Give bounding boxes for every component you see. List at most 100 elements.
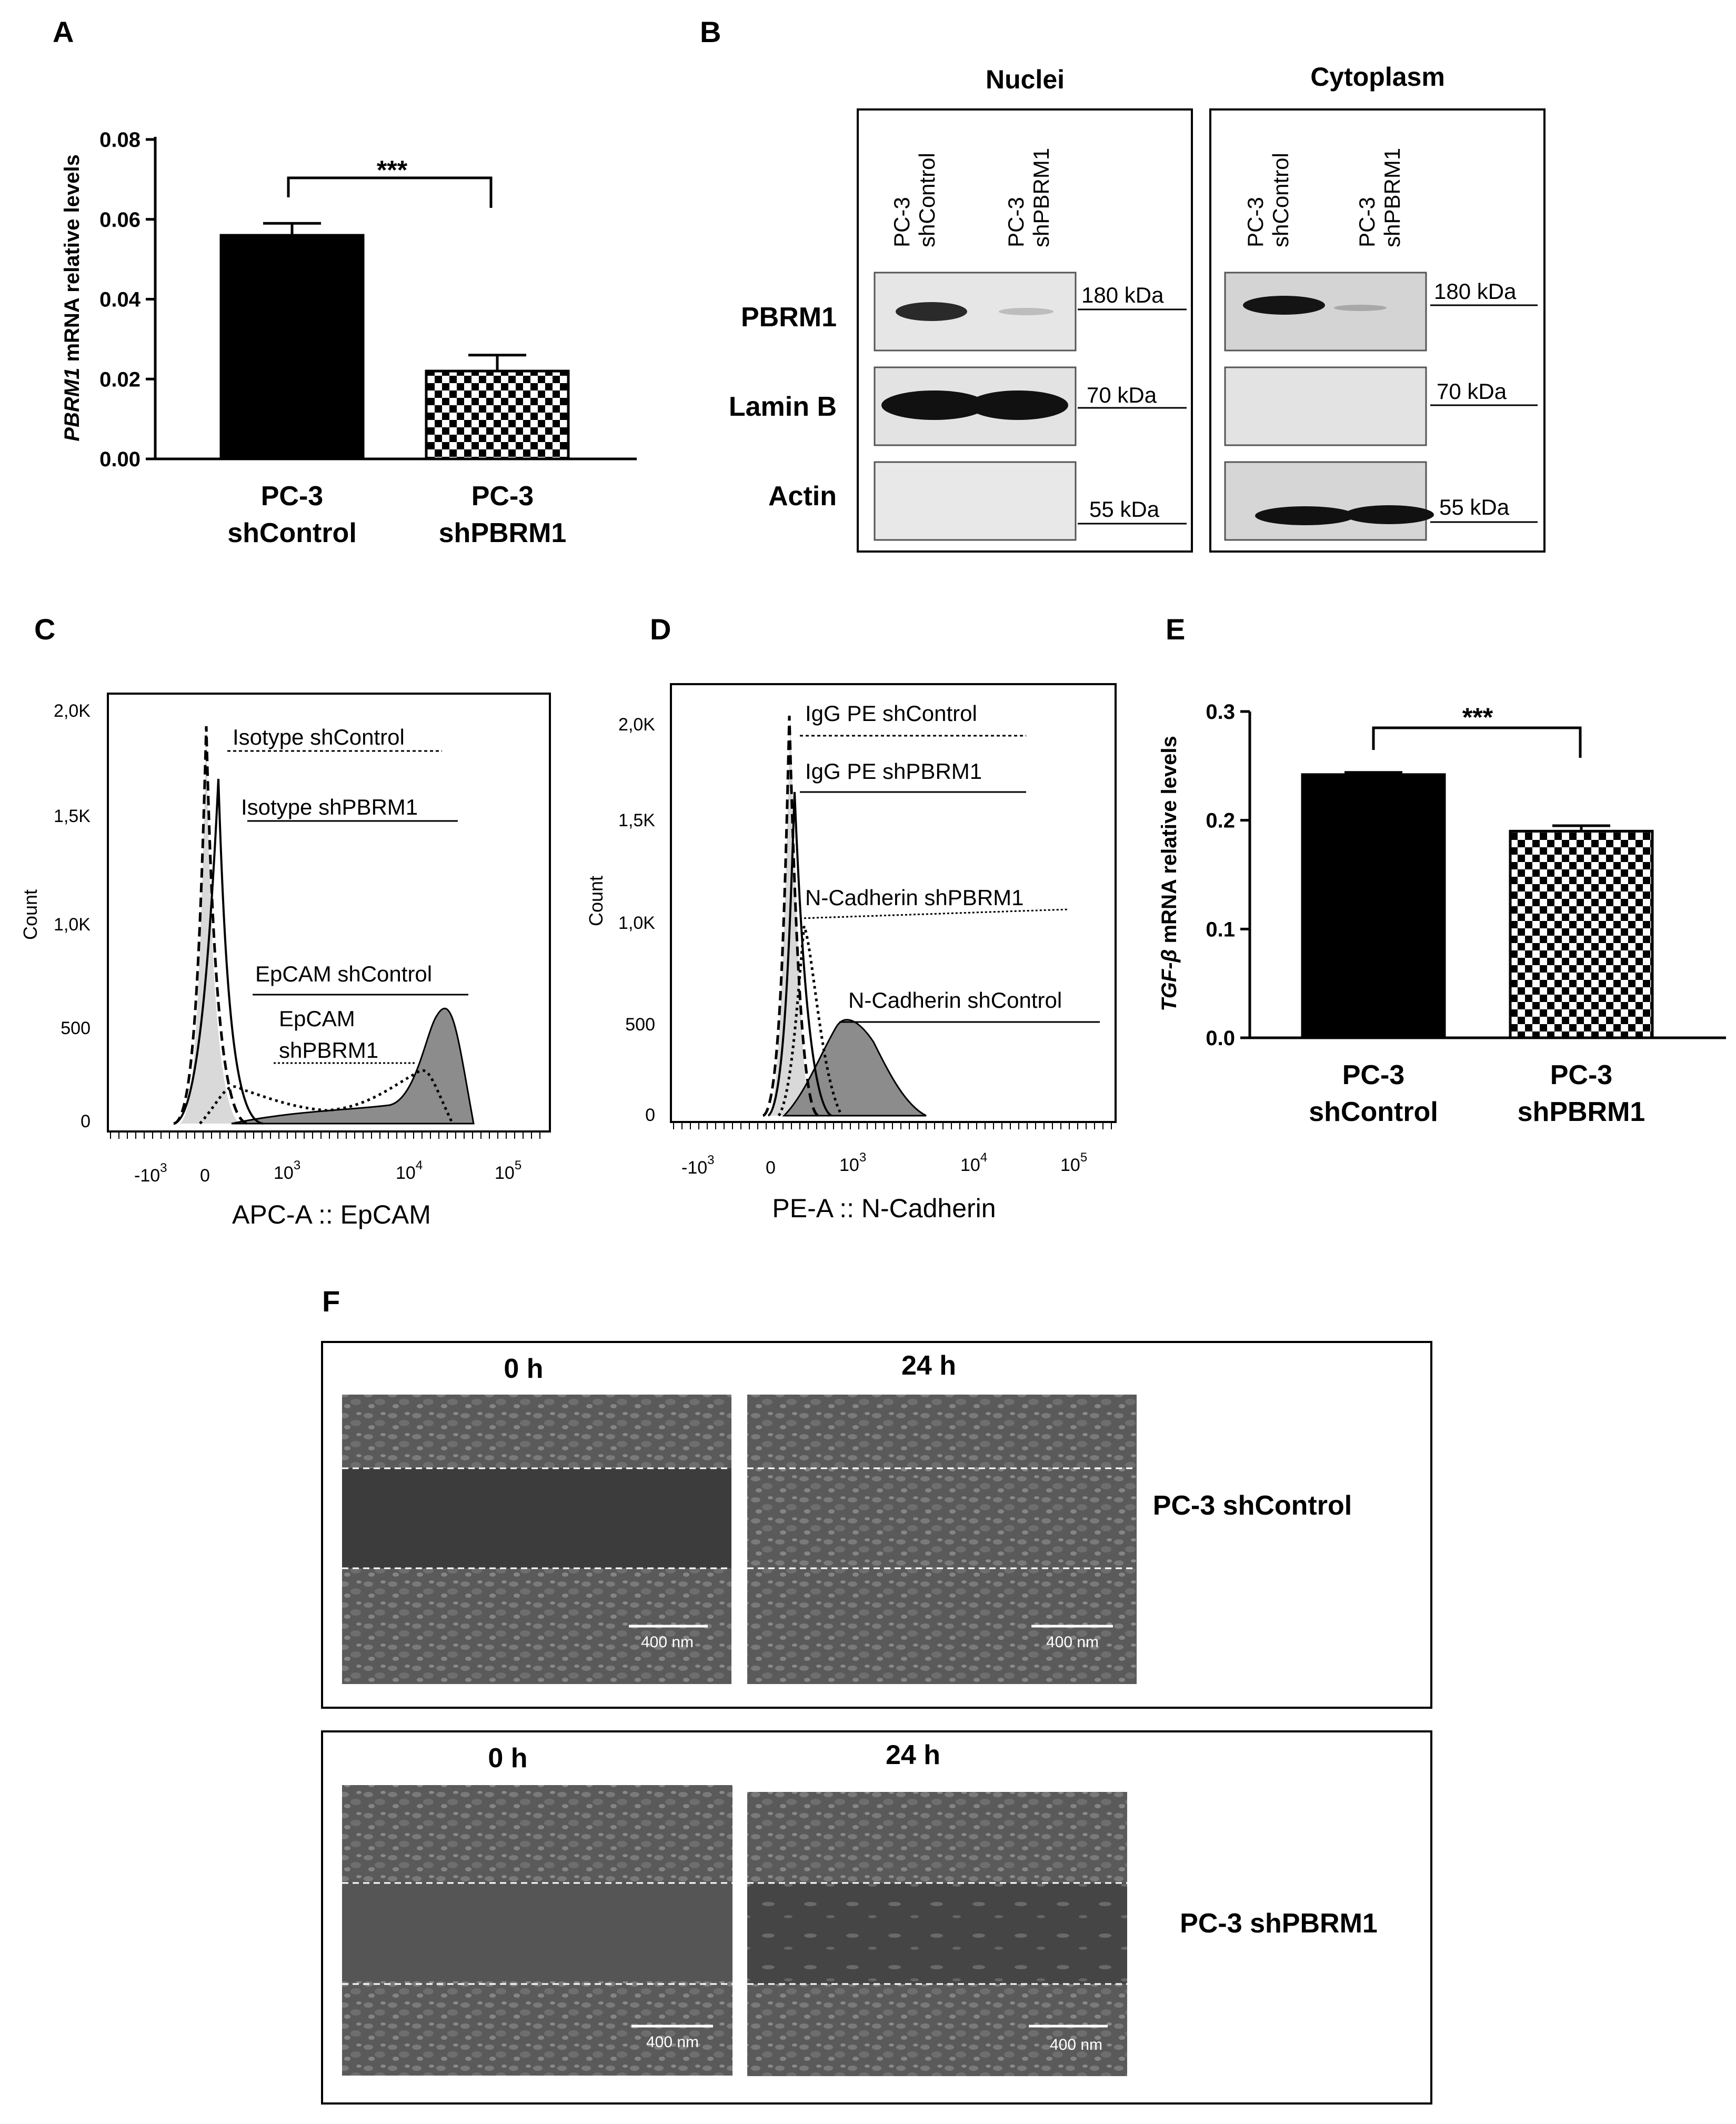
f-row1-scale-24h: 400 nm [1046,1634,1099,1651]
c-xlabel: APC-A :: EpCAM [232,1200,431,1229]
c-ytick-500: 500 [61,1018,91,1038]
panel-a-letter: A [53,15,74,48]
panel-e-cat-2: PC-3 shPBRM1 [1518,1060,1645,1127]
f-row1-label: PC-3 shControl [1153,1490,1352,1521]
panel-f-letter: F [322,1285,340,1318]
c-legend-isotype-sh: Isotype shPBRM1 [241,795,418,819]
c-ytick-2k: 2,0K [54,701,91,721]
f-row2-label: PC-3 shPBRM1 [1180,1908,1378,1939]
lane-label-n2: PC-3shPBRM1 [1004,148,1053,247]
panel-a-chart: 0.00 0.02 0.04 0.06 0.08 *** PBRM1 mRNA rela… [61,128,637,548]
band-n-laminb-ctrl [881,390,987,420]
blot-box-nuclei [857,108,1193,553]
band-n-laminb-sh [968,390,1068,420]
d-xlabel: PE-A :: N-Cadherin [772,1194,996,1223]
panel-c-histogram: 0 500 1,0K 1,5K 2,0K Count -103 0 103 10… [19,693,551,1229]
bar-1 [1301,773,1446,1039]
d-xtick-5: 105 [1060,1150,1087,1175]
blot-row-actin: Actin [768,481,837,512]
ytick-label: 0.3 [1206,700,1235,724]
band-c-actin-ctrl [1255,506,1355,525]
d-ylabel: Count [585,876,607,926]
d-xtick-3: 103 [839,1150,866,1175]
bar-2 [1509,829,1654,1039]
f-row1-time-24h: 24 h [901,1350,956,1381]
panel-a-significance: *** [377,155,408,185]
blot-title-cytoplasm: Cytoplasm [1310,62,1445,92]
f-row2-scale-24h: 400 nm [1050,2036,1102,2053]
d-xtick-4: 104 [960,1150,987,1175]
c-xtick-4: 104 [396,1158,423,1183]
band-c-pbrm1-sh [1334,305,1387,311]
panel-b-western-blot: Nuclei Cytoplasm PC-3shControl PC-3shPBR… [729,62,1546,553]
d-legend-ncad-ctrl: N-Cadherin shControl [848,988,1062,1013]
f-row1-image-0h: 400 nm [342,1395,731,1684]
blot-row-laminb: Lamin B [729,392,837,422]
panel-b-letter: B [700,15,721,48]
d-xtick-0: 0 [766,1158,776,1178]
panel-e-ylabel: TGF-β mRNA relative levels [1158,736,1181,1011]
blot-strip-c-laminb [1224,366,1427,446]
d-ytick-2k: 2,0K [618,715,655,735]
ytick-label: 0.08 [99,128,141,152]
d-legend-igg-sh: IgG PE shPBRM1 [805,759,982,784]
marker-c-55: 55 kDa [1439,495,1510,519]
f-row2-time-24h: 24 h [886,1740,940,1770]
blot-title-nuclei: Nuclei [986,65,1065,94]
bar-1 [219,234,365,460]
panel-a-cat-2: PC-3 shPBRM1 [439,481,567,548]
blot-box-cytoplasm [1209,108,1546,553]
lane-label-c1: PC-3shControl [1243,153,1293,247]
marker-n-70: 70 kDa [1087,383,1157,407]
marker-c-70: 70 kDa [1437,379,1507,404]
c-xtick-neg3: -103 [134,1161,167,1186]
d-ytick-15k: 1,5K [618,810,655,830]
panel-d-histogram: 0 500 1,0K 1,5K 2,0K Count -103 0 103 10… [585,683,1117,1223]
d-xtick-neg3: -103 [681,1153,715,1178]
c-ytick-15k: 1,5K [54,806,91,826]
d-legend-ncad-sh: N-Cadherin shPBRM1 [805,885,1024,910]
lane-label-c2: PC-3shPBRM1 [1354,148,1404,247]
ytick-label: 0.1 [1206,918,1235,941]
ytick-label: 0.06 [99,208,141,232]
c-ytick-1k: 1,0K [54,915,91,935]
blot-row-pbrm1: PBRM1 [741,302,837,333]
panel-d-letter: D [650,613,671,646]
c-legend-epcam-sh-1: EpCAM [279,1006,355,1031]
blot-strip-n-actin [874,461,1077,541]
f-row2-image-24h: 400 nm [747,1792,1127,2076]
d-ytick-500: 500 [625,1015,655,1035]
panel-a-cat-1: PC-3 shControl [227,481,357,548]
blot-strip-c-actin [1224,461,1427,541]
marker-c-180: 180 kDa [1434,279,1517,304]
panel-c-letter: C [34,613,55,646]
c-legend-isotype-ctrl: Isotype shControl [233,725,405,749]
d-ytick-1k: 1,0K [618,913,655,933]
c-legend-epcam-sh-2: shPBRM1 [279,1038,378,1063]
marker-n-55: 55 kDa [1089,497,1160,522]
f-row2-image-0h: 400 nm [342,1785,732,2076]
lane-label-n1: PC-3shControl [889,153,939,247]
c-ylabel: Count [19,889,41,940]
f-row1-image-24h: 400 nm [747,1395,1137,1684]
ytick-label: 0.02 [99,368,141,391]
panel-e-significance: *** [1462,703,1493,732]
panel-e-cat-1: PC-3 shControl [1309,1060,1438,1127]
c-legend-epcam-ctrl: EpCAM shControl [255,961,432,986]
d-legend-igg-ctrl: IgG PE shControl [805,701,977,726]
marker-n-180: 180 kDa [1081,283,1164,307]
f-row2-time-0h: 0 h [488,1743,527,1774]
panel-a-ylabel: PBRM1 mRNA relative levels [61,154,84,441]
ytick-label: 0.00 [99,448,141,471]
f-row2-scale-0h: 400 nm [646,2033,699,2051]
c-xtick-0: 0 [200,1166,210,1186]
c-xtick-3: 103 [274,1158,300,1183]
band-n-pbrm1-sh [999,308,1053,315]
f-row1-time-0h: 0 h [504,1354,543,1384]
panel-f-wound-healing: 0 h 24 h 400 nm 400 nm PC-3 shControl 0 … [321,1341,1432,2105]
c-ytick-0: 0 [81,1111,91,1131]
band-c-actin-sh [1344,505,1434,524]
panel-e-letter: E [1166,613,1185,646]
f-row1-scale-0h: 400 nm [641,1634,694,1651]
